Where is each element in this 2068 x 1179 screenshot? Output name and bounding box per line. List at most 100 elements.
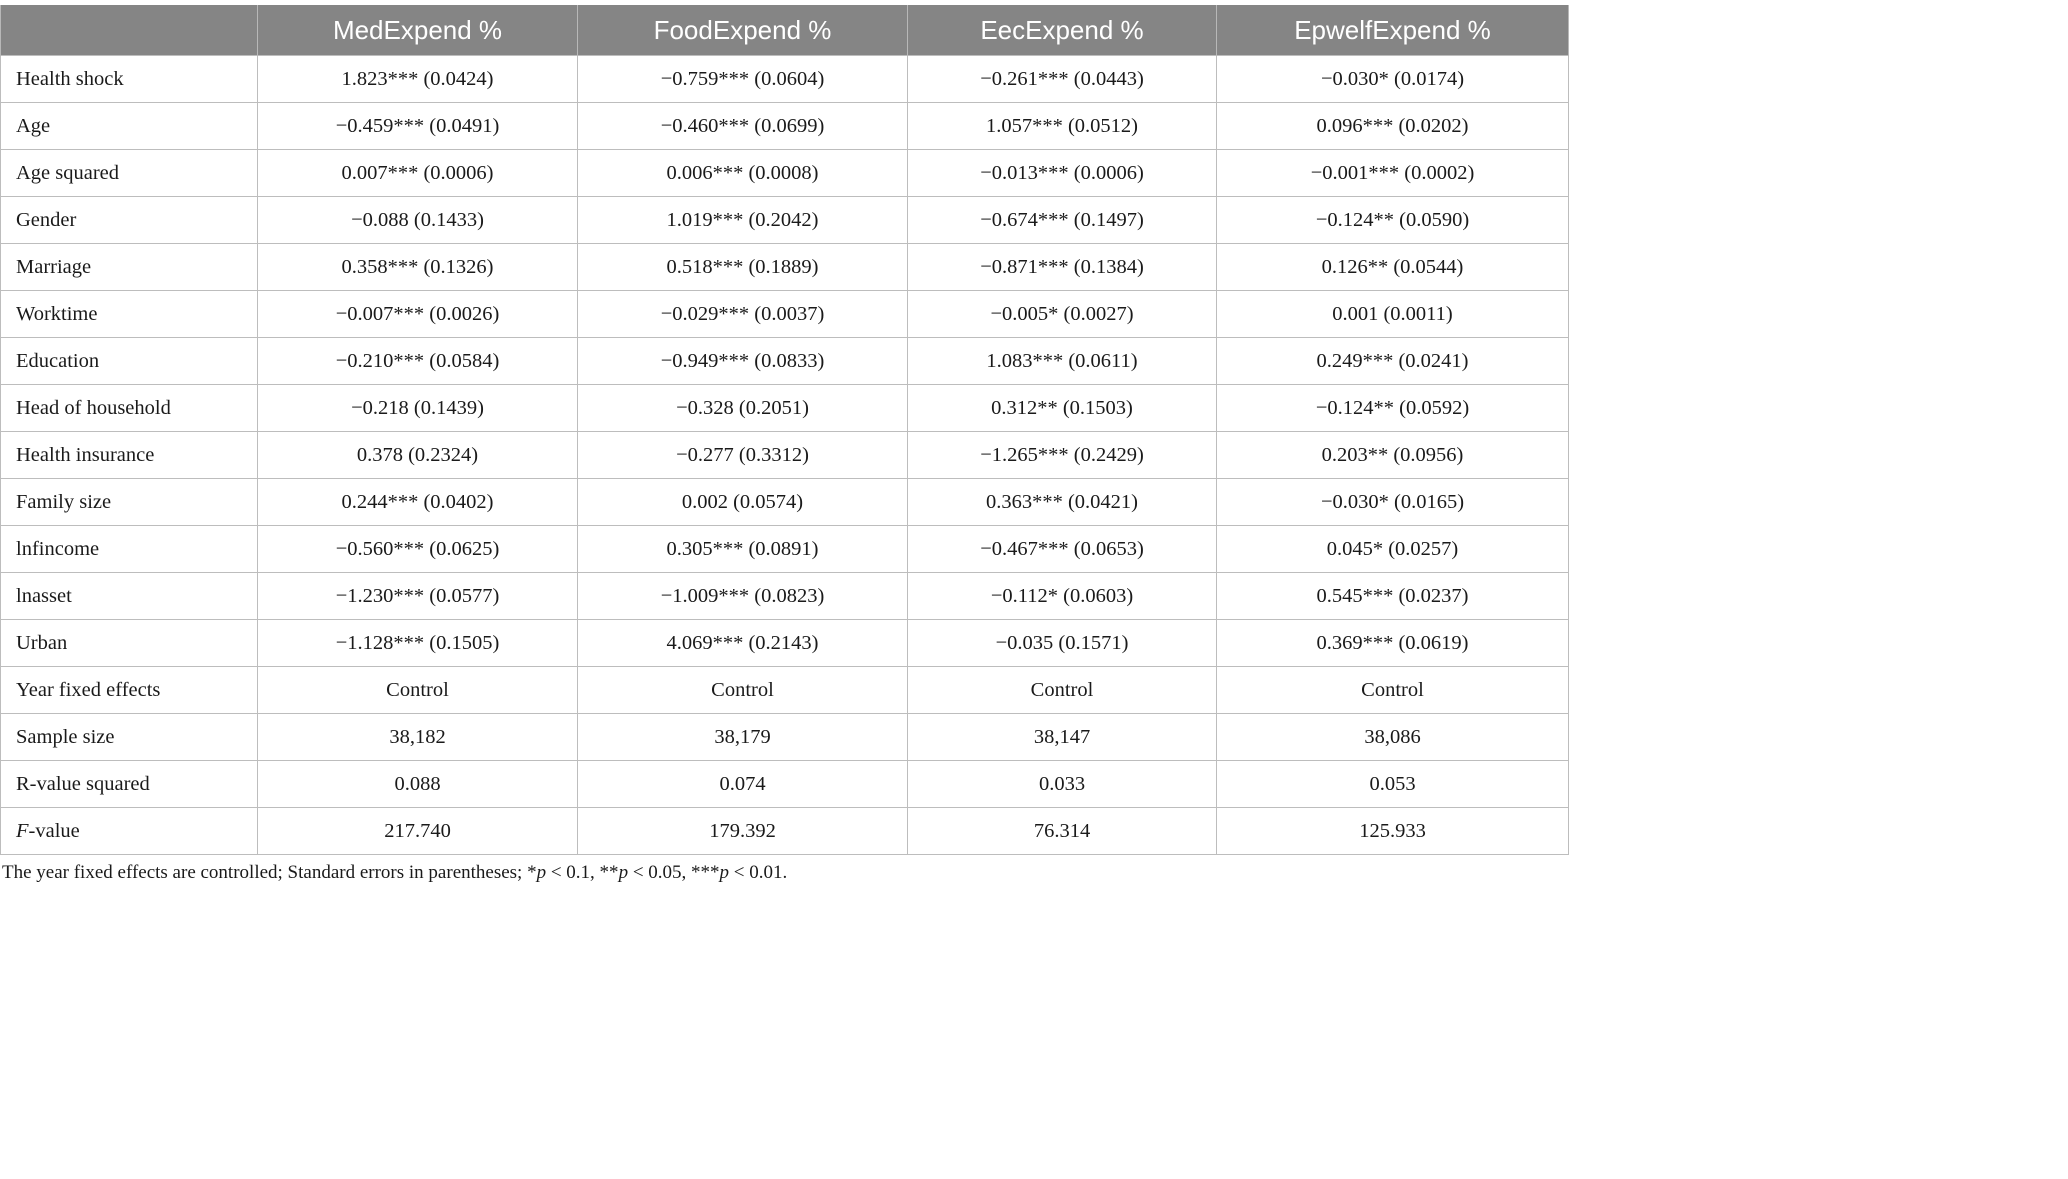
table-cell: −0.759*** (0.0604) [577,55,908,103]
table-cell: 0.518*** (0.1889) [577,243,908,291]
table-cell: −0.218 (0.1439) [257,384,578,432]
table-cell: 0.312** (0.1503) [907,384,1217,432]
table-cell: −0.328 (0.2051) [577,384,908,432]
table-cell: 0.126** (0.0544) [1216,243,1569,291]
table-row: Education −0.210*** (0.0584) −0.949*** (0.… [0,337,1569,385]
table-cell: 125.933 [1216,807,1569,855]
row-label: Worktime [0,290,258,338]
table-cell: −0.674*** (0.1497) [907,196,1217,244]
table-cell: Control [907,666,1217,714]
header-cell-eecexpend: EecExpend % [907,5,1217,56]
footnote-p: p [536,862,547,883]
table-cell: −0.949*** (0.0833) [577,337,908,385]
table-cell: 0.369*** (0.0619) [1216,619,1569,667]
table-cell: 217.740 [257,807,578,855]
table-cell: 0.006*** (0.0008) [577,149,908,197]
table-cell: 0.074 [577,760,908,808]
table-cell: −0.210*** (0.0584) [257,337,578,385]
table-cell: −1.230*** (0.0577) [257,572,578,620]
table-header: MedExpend % FoodExpend % EecExpend % Epw… [0,5,1569,56]
header-cell-epwelfexpend: EpwelfExpend % [1216,5,1569,56]
table-cell: −0.871*** (0.1384) [907,243,1217,291]
row-label-italic: F [16,819,29,842]
table-row: F-value 217.740 179.392 76.314 125.933 [0,807,1569,855]
row-label: Health shock [0,55,258,103]
table-row: Gender −0.088 (0.1433) 1.019*** (0.2042) −0… [0,196,1569,244]
table-cell: 38,179 [577,713,908,761]
table-cell: −0.124** (0.0592) [1216,384,1569,432]
table-cell: −0.030* (0.0165) [1216,478,1569,526]
table-cell: −0.030* (0.0174) [1216,55,1569,103]
table-cell: 1.083*** (0.0611) [907,337,1217,385]
table-cell: 38,086 [1216,713,1569,761]
table-row: Year fixed effects Control Control Control C… [0,666,1569,714]
table-row: R-value squared 0.088 0.074 0.033 0.053 [0,760,1569,808]
table-cell: 0.088 [257,760,578,808]
row-label: Year fixed effects [0,666,258,714]
table-cell: 0.096*** (0.0202) [1216,102,1569,150]
row-label: Education [0,337,258,385]
table-cell: −0.560*** (0.0625) [257,525,578,573]
table-cell: 0.244*** (0.0402) [257,478,578,526]
table-cell: 0.305*** (0.0891) [577,525,908,573]
table-body: Health shock 1.823*** (0.0424) −0.759*** (… [0,55,1569,855]
table-cell: 0.045* (0.0257) [1216,525,1569,573]
table-cell: Control [257,666,578,714]
table-cell: −0.459*** (0.0491) [257,102,578,150]
table-cell: −0.277 (0.3312) [577,431,908,479]
table-cell: 0.378 (0.2324) [257,431,578,479]
footnote-threshold: < 0.05, *** [628,862,720,883]
row-label: lnfincome [0,525,258,573]
table-cell: 1.019*** (0.2042) [577,196,908,244]
table-row: Health insurance 0.378 (0.2324) −0.277 (0.… [0,431,1569,479]
table-row: Age squared 0.007*** (0.0006) 0.006*** (0.… [0,149,1569,197]
table-cell: −0.035 (0.1571) [907,619,1217,667]
table-cell: −0.261*** (0.0443) [907,55,1217,103]
table-cell: 76.314 [907,807,1217,855]
table-cell: 0.007*** (0.0006) [257,149,578,197]
table-cell: 38,147 [907,713,1217,761]
table-row: Worktime −0.007*** (0.0026) −0.029*** (0.0… [0,290,1569,338]
table-cell: 0.203** (0.0956) [1216,431,1569,479]
header-row: MedExpend % FoodExpend % EecExpend % Epw… [0,5,1569,56]
table-row: Head of household −0.218 (0.1439) −0.328 (… [0,384,1569,432]
row-label: Head of household [0,384,258,432]
table-cell: 1.057*** (0.0512) [907,102,1217,150]
footnote-p: p [719,862,730,883]
table-cell: −1.009*** (0.0823) [577,572,908,620]
row-label: lnasset [0,572,258,620]
table-cell: 179.392 [577,807,908,855]
row-label: Sample size [0,713,258,761]
footnote-threshold: < 0.1, ** [546,862,619,883]
row-label: Marriage [0,243,258,291]
header-cell-blank [0,5,258,56]
footnote-prefix: The year fixed effects are controlled; S… [2,862,537,883]
table-cell: 0.363*** (0.0421) [907,478,1217,526]
row-label: Family size [0,478,258,526]
table-cell: Control [1216,666,1569,714]
table-cell: −0.112* (0.0603) [907,572,1217,620]
table-row: Marriage 0.358*** (0.1326) 0.518*** (0.188… [0,243,1569,291]
table-cell: −0.467*** (0.0653) [907,525,1217,573]
table-row: Health shock 1.823*** (0.0424) −0.759*** (… [0,55,1569,103]
table-cell: −0.001*** (0.0002) [1216,149,1569,197]
row-label: R-value squared [0,760,258,808]
row-label: Age [0,102,258,150]
table-row: lnfincome −0.560*** (0.0625) 0.305*** (0.0… [0,525,1569,573]
table-cell: 4.069*** (0.2143) [577,619,908,667]
table-cell: 0.358*** (0.1326) [257,243,578,291]
row-label-rest: -value [28,819,80,842]
table-cell: 0.001 (0.0011) [1216,290,1569,338]
table-cell: 0.033 [907,760,1217,808]
table-cell: −0.124** (0.0590) [1216,196,1569,244]
footnote-threshold: < 0.01. [729,862,788,883]
table-row: Sample size 38,182 38,179 38,147 38,086 [0,713,1569,761]
table-cell: Control [577,666,908,714]
table-row: Age −0.459*** (0.0491) −0.460*** (0.0699) 1… [0,102,1569,150]
table-cell: −1.128*** (0.1505) [257,619,578,667]
table-cell: −0.460*** (0.0699) [577,102,908,150]
table-cell: 0.053 [1216,760,1569,808]
row-label: Urban [0,619,258,667]
table-cell: −0.005* (0.0027) [907,290,1217,338]
table-footnote: The year fixed effects are controlled; S… [2,862,787,884]
